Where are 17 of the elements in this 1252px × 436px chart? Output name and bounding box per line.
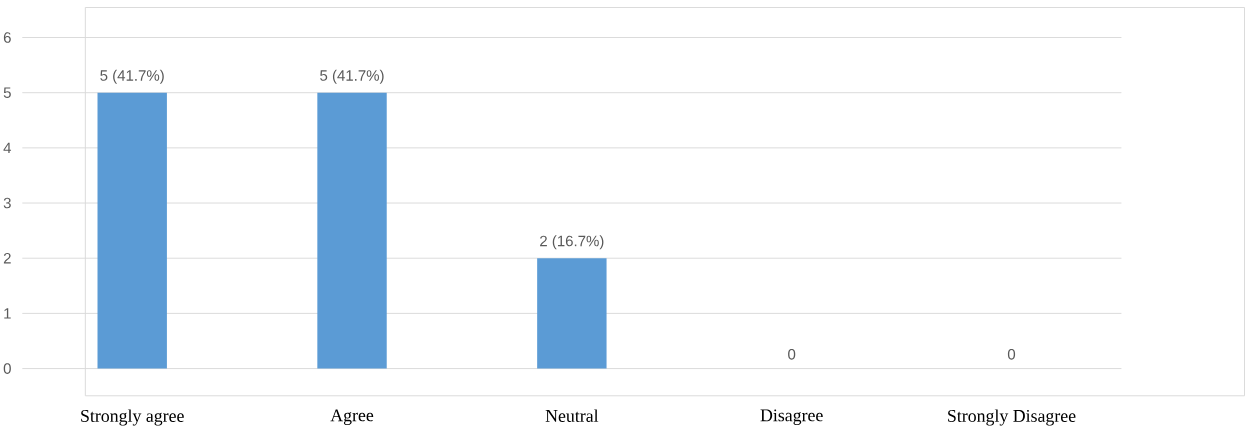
- y-tick-label: 6: [3, 32, 11, 43]
- y-tick-label: 2: [3, 252, 11, 264]
- y-tick-label: 4: [3, 142, 12, 153]
- data-label: 5 (41.7%): [320, 69, 384, 84]
- x-tick-label: Agree: [330, 409, 374, 425]
- x-tick-label: Neutral: [545, 409, 599, 422]
- x-tick-label: Disagree: [760, 409, 823, 425]
- x-tick-label: Strongly agree: [81, 409, 184, 426]
- data-label: 0: [788, 348, 796, 360]
- y-tick-label: 0: [3, 363, 11, 374]
- data-label: 0: [1007, 348, 1016, 360]
- x-tick-label: Strongly Disagree: [948, 409, 1076, 426]
- y-tick-label: 1: [4, 308, 11, 319]
- y-tick-label: 5: [3, 87, 11, 98]
- data-label: 5 (41.7%): [100, 69, 164, 84]
- data-label: 2 (16.7%): [540, 235, 604, 250]
- y-tick-label: 3: [3, 197, 11, 209]
